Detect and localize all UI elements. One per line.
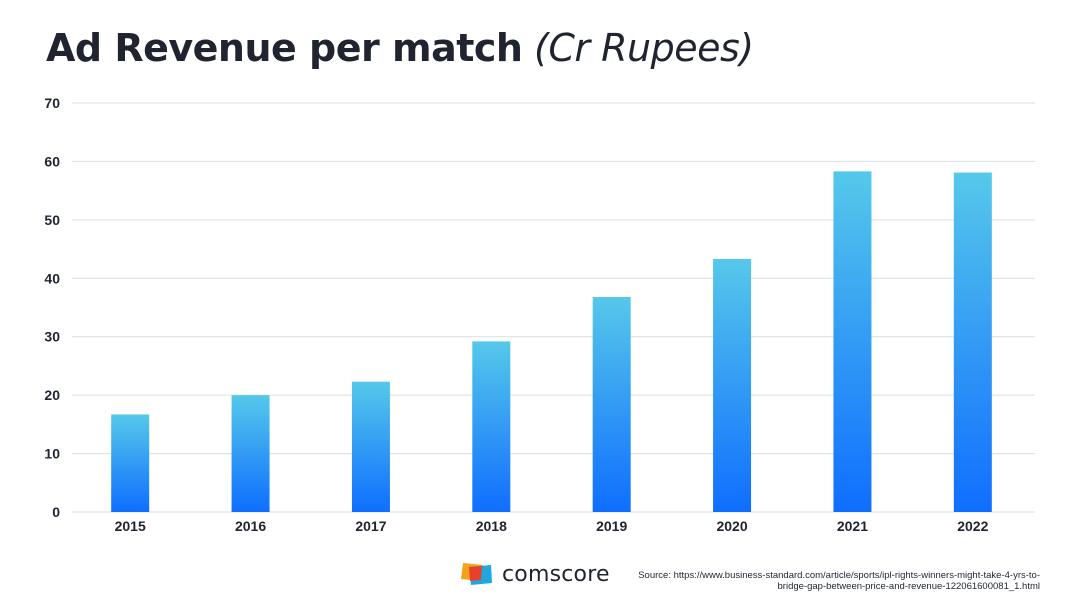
chart-title: Ad Revenue per match (Cr Rupees) xyxy=(46,22,754,74)
x-axis-ticks: 2015 2016 2017 2018 2019 2020 2021 2022 xyxy=(115,518,989,534)
chart-title-unit: (Cr Rupees) xyxy=(534,26,754,70)
y-tick-label: 10 xyxy=(44,446,60,462)
bar-2021 xyxy=(833,171,872,512)
x-tick-label: 2016 xyxy=(235,518,266,534)
y-tick-label: 40 xyxy=(44,270,60,286)
comscore-logo-text: comscore xyxy=(502,561,610,587)
x-tick-label: 2019 xyxy=(596,518,627,534)
y-axis-ticks: 0 10 20 30 40 50 60 70 xyxy=(44,95,60,520)
bar-2020 xyxy=(713,259,752,512)
bar-2022 xyxy=(953,172,992,512)
bar-2017 xyxy=(351,381,390,512)
x-tick-label: 2022 xyxy=(957,518,988,534)
x-tick-label: 2015 xyxy=(115,518,146,534)
source-note: Source: https://www.business-standard.co… xyxy=(638,570,1040,592)
bars xyxy=(111,171,992,512)
y-tick-label: 60 xyxy=(44,153,60,169)
y-tick-label: 0 xyxy=(52,504,60,520)
comscore-logo-icon xyxy=(461,563,492,585)
x-tick-label: 2017 xyxy=(355,518,386,534)
bar-2015 xyxy=(111,414,150,512)
bar-2016 xyxy=(231,395,270,512)
x-tick-label: 2018 xyxy=(476,518,507,534)
y-tick-label: 20 xyxy=(44,387,60,403)
grid-lines xyxy=(72,102,1035,513)
comscore-logo: comscore xyxy=(461,561,610,587)
chart-title-main: Ad Revenue per match xyxy=(46,26,523,70)
y-tick-label: 70 xyxy=(44,95,60,111)
x-tick-label: 2020 xyxy=(716,518,747,534)
y-tick-label: 50 xyxy=(44,212,60,228)
bar-2018 xyxy=(472,341,511,512)
bar-2019 xyxy=(592,296,631,512)
y-tick-label: 30 xyxy=(44,329,60,345)
x-tick-label: 2021 xyxy=(837,518,868,534)
